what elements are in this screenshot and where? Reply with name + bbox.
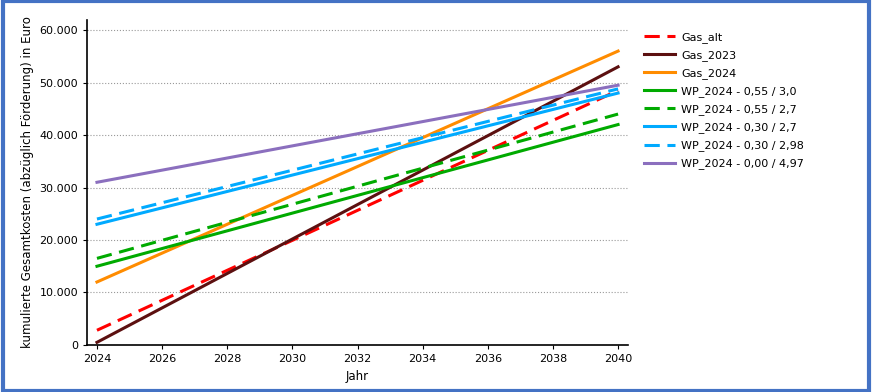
Legend: Gas_alt, Gas_2023, Gas_2024, WP_2024 - 0,55 / 3,0, WP_2024 - 0,55 / 2,7, WP_2024: Gas_alt, Gas_2023, Gas_2024, WP_2024 - 0… [644,32,804,169]
Y-axis label: kumulierte Gesamtkosten (abzüglich Förderung) in Euro: kumulierte Gesamtkosten (abzüglich Förde… [21,16,34,348]
X-axis label: Jahr: Jahr [346,370,369,383]
